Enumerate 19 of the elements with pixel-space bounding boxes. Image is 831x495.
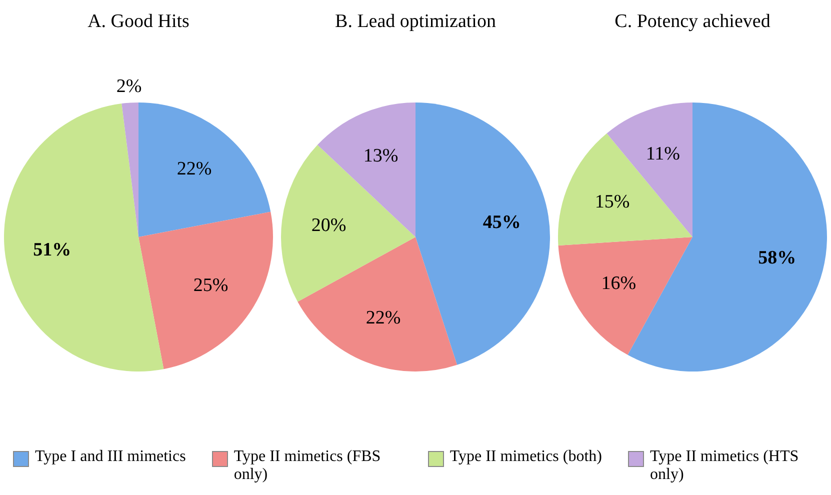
data-label: 16% [601, 272, 636, 294]
legend-label: Type II mimetics (both) [450, 448, 602, 466]
chart-title: A. Good Hits [86, 10, 190, 34]
legend-label: Type II mimetics (FBS only) [234, 448, 382, 484]
data-label: 20% [311, 215, 346, 236]
data-label: 2% [116, 76, 142, 97]
legend-label: Type I and III mimetics [35, 448, 186, 466]
legend-label: Type II mimetics (HTS only) [650, 448, 800, 484]
data-label: 45% [482, 212, 521, 234]
data-label: 15% [594, 191, 630, 212]
data-label: 58% [758, 248, 796, 269]
data-label: 11% [646, 144, 680, 165]
data-label: 22% [366, 307, 401, 328]
data-label: 22% [176, 158, 212, 180]
data-label: 51% [33, 240, 72, 261]
chart-title: C. Potency achieved [614, 10, 772, 34]
chart-title: B. Lead optimization [334, 10, 497, 34]
data-label: 13% [363, 146, 398, 167]
data-label: 25% [193, 275, 228, 296]
